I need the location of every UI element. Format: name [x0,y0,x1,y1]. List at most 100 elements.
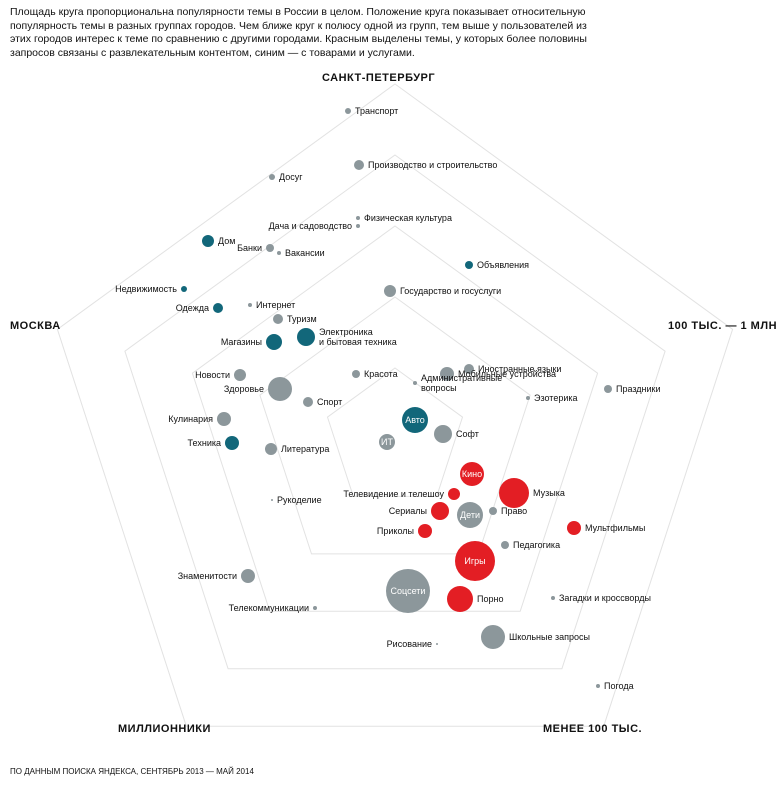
bubble [268,377,292,401]
bubble [266,244,274,252]
bubble-label: Техника [187,438,221,448]
bubble-label: Сериалы [388,506,427,516]
bubble [265,443,277,455]
pentagon-grid [326,367,464,497]
pole-label: САНКТ-ПЕТЕРБУРГ [322,72,436,84]
bubble [356,224,360,228]
bubble-label: ИТ [381,437,393,447]
bubble [273,314,283,324]
bubble [225,436,239,450]
bubble-label: Рисование [386,639,432,649]
bubble-label: Вакансии [285,248,325,258]
bubble [277,251,281,255]
bubble [465,261,473,269]
bubble-label: Физическая культура [364,213,452,223]
bubble-label: Новости [195,370,230,380]
bubble-label: Дом [218,236,236,246]
bubble-label: Рукоделие [277,495,322,505]
bubble-label: Педагогика [513,540,561,550]
bubble [460,462,484,486]
bubble-label: Государство и госуслуги [400,286,502,296]
bubble-label: Производство и строительство [368,160,498,170]
bubble-label: Здоровье [223,384,264,394]
bubble-label: Административные вопросы [421,373,503,393]
bubble-label: Красота [364,369,398,379]
bubble [464,364,474,374]
bubble [489,507,497,515]
bubble [501,541,509,549]
bubble-label: Софт [456,429,479,439]
bubble-label: Приколы [376,526,414,536]
bubble [354,160,364,170]
bubble-label: Мобильные устройства [458,369,557,379]
bubble [303,397,313,407]
bubble [386,569,430,613]
pole-label: МЕНЕЕ 100 ТЫС. [543,723,643,735]
pentagon-grid [124,154,666,670]
bubble [402,407,428,433]
bubble [297,328,315,346]
bubble-label: Интернет [256,300,296,310]
bubble [551,596,555,600]
bubble [271,499,273,501]
pentagon-grid [191,225,599,612]
bubble-label: Туризм [287,314,317,324]
bubble [202,235,214,247]
bubble-label: Порно [477,594,504,604]
bubble [313,606,317,610]
bubble-label: Музыка [533,488,565,498]
bubble-label: Иностранные языки [478,364,562,374]
bubble-label: Право [501,506,528,516]
bubble [440,367,454,381]
bubble [345,108,351,114]
pole-label: МОСКВА [10,320,61,332]
bubble-label: Загадки и кроссворды [559,593,651,603]
pole-label: 100 ТЫС. — 1 МЛН [668,320,778,332]
bubble [455,541,495,581]
bubble [213,303,223,313]
intro: Площадь круга пропорциональна популярнос… [10,6,587,59]
bubble-label: Кино [461,469,483,479]
source: ПО ДАННЫМ ПОИСКА ЯНДЕКСА, СЕНТЯБРЬ 2013 … [10,767,254,776]
bubble-label: Банки [237,243,262,253]
bubble-label: Недвижимость [115,284,177,294]
bubble-label: Мультфильмы [585,523,646,533]
bubble-label: Досуг [279,172,303,182]
bubble-label: Праздники [616,384,661,394]
bubble-label: Знаменитости [177,571,237,581]
bubble-label: Транспорт [355,106,399,116]
bubble [266,334,282,350]
bubble [596,684,600,688]
bubble [499,478,529,508]
bubble [269,174,275,180]
bubble [379,434,395,450]
bubble [604,385,612,393]
bubble-label: Погода [604,681,634,691]
bubble-label: Магазины [220,337,262,347]
bubble [234,369,246,381]
bubble [431,502,449,520]
pole-label: МИЛЛИОННИКИ [118,723,211,735]
bubble-label: Эзотерика [534,393,578,403]
bubble [241,569,255,583]
bubble-label: Дети [460,510,480,520]
bubble [447,586,473,612]
bubble [567,521,581,535]
bubble [526,396,530,400]
bubble-label: Авто [405,415,425,425]
bubble-label: Телекоммуникации [228,603,309,613]
bubble-label: Дача и садоводство [268,221,352,231]
bubble [181,286,187,292]
bubble-label: Кулинария [168,414,213,424]
bubble-label: Одежда [175,303,209,313]
bubble [436,643,438,645]
bubble [481,625,505,649]
bubble-label: Электроника и бытовая техника [319,327,397,347]
bubble-label: Соцсети [390,586,426,596]
bubble [413,381,417,385]
bubble-label: Литература [281,444,330,454]
bubble-label: Игры [464,556,486,566]
bubble-label: Школьные запросы [509,632,590,642]
